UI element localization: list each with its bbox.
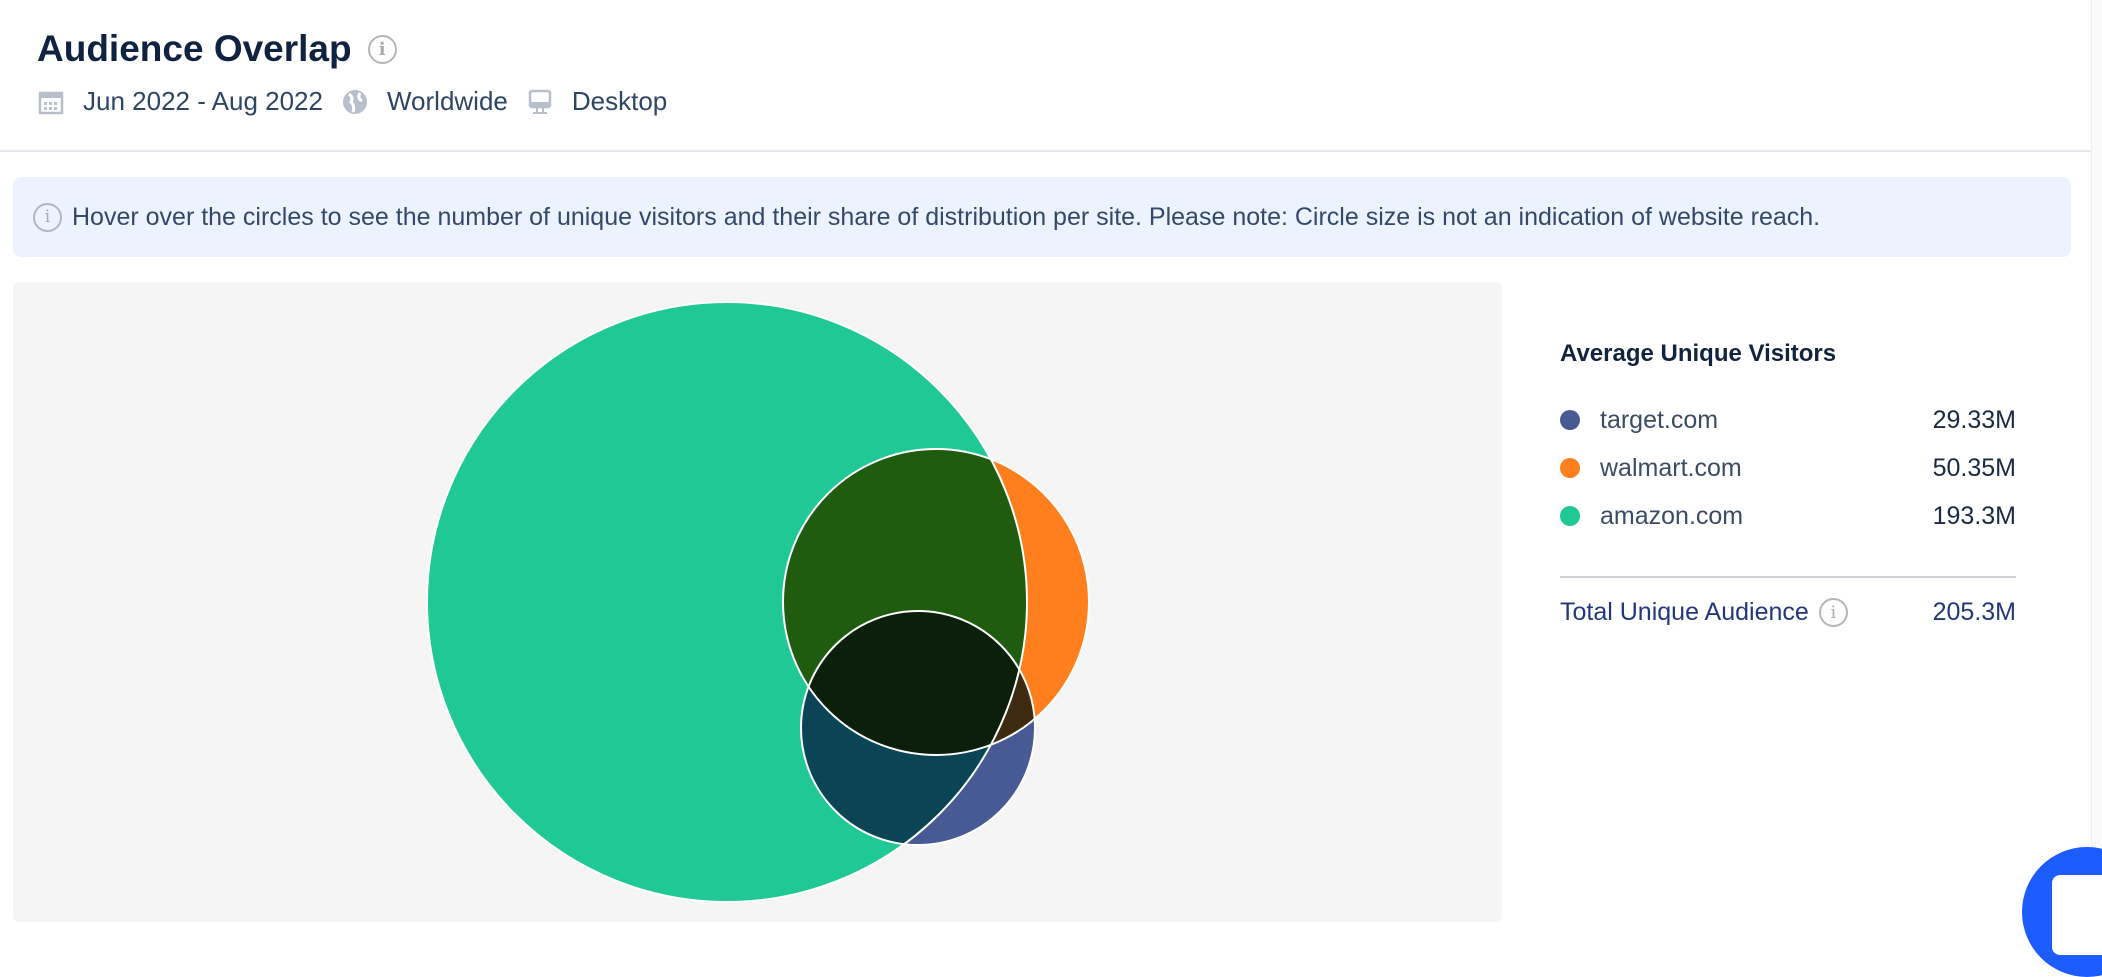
legend-value: 50.35M [1932, 453, 2016, 482]
device[interactable]: Desktop [571, 86, 668, 116]
legend-site: amazon.com [1600, 501, 1744, 530]
venn-chart [426, 301, 1090, 903]
info-icon[interactable]: i [367, 34, 397, 64]
scrollbar[interactable] [2091, 0, 2102, 910]
legend-value: 29.33M [1932, 405, 2016, 434]
target-outline [800, 610, 1036, 846]
legend-row-amazon[interactable]: amazon.com 193.3M [1560, 492, 2016, 540]
info-icon: i [33, 202, 62, 232]
amazon-outline [426, 301, 1028, 903]
filters-row: Jun 2022 - Aug 2022 Worldwide Desktop [37, 86, 685, 117]
walmart-outline [782, 448, 1090, 756]
date-range[interactable]: Jun 2022 - Aug 2022 [83, 86, 323, 116]
region[interactable]: Worldwide [386, 86, 508, 116]
calendar-icon [37, 88, 65, 116]
target-dot [1560, 410, 1580, 430]
legend-panel: Average Unique Visitors target.com 29.33… [1560, 340, 2016, 627]
legend-title: Average Unique Visitors [1560, 340, 1837, 367]
chat-button[interactable] [2022, 847, 2102, 977]
venn-chart-panel [13, 282, 1502, 922]
amazon-dot [1560, 506, 1580, 526]
legend-site: walmart.com [1600, 453, 1742, 482]
chat-icon [2052, 875, 2102, 955]
desktop-icon [526, 88, 554, 116]
legend-site: target.com [1600, 405, 1719, 434]
legend-row-target[interactable]: target.com 29.33M [1560, 396, 2016, 444]
total-row: Total Unique Audience i 205.3M [1560, 598, 2016, 627]
info-banner: i Hover over the circles to see the numb… [13, 177, 2071, 257]
legend-row-walmart[interactable]: walmart.com 50.35M [1560, 444, 2016, 492]
total-value: 205.3M [1932, 598, 2016, 626]
walmart-dot [1560, 458, 1580, 478]
banner-text: Hover over the circles to see the number… [72, 202, 1821, 231]
all-sites-overlap[interactable] [801, 611, 1035, 845]
legend-divider [1560, 576, 2016, 578]
title-text: Audience Overlap [37, 28, 352, 69]
globe-icon [341, 88, 369, 116]
page-header: Audience Overlap i Jun 2022 - Aug 2022 W… [0, 0, 2091, 152]
total-label: Total Unique Audience [1560, 598, 1809, 626]
page-title: Audience Overlap i [37, 28, 397, 70]
info-icon[interactable]: i [1818, 598, 1848, 627]
legend-value: 193.3M [1932, 501, 2016, 530]
